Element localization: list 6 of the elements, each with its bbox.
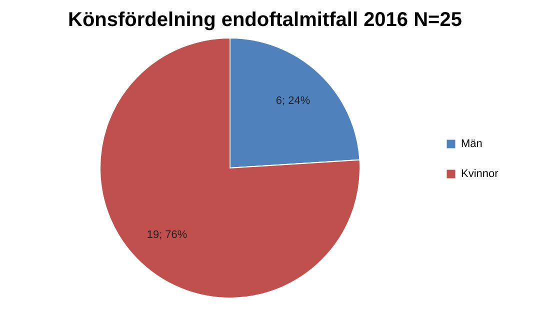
pie-slice [100,38,360,298]
legend-label: Kvinnor [461,168,499,180]
legend-label: Män [461,138,482,150]
data-label: 19; 76% [146,229,188,242]
chart-title: Könsfördelning endoftalmitfall 2016 N=25 [68,9,462,31]
data-label: 6; 24% [276,94,310,107]
